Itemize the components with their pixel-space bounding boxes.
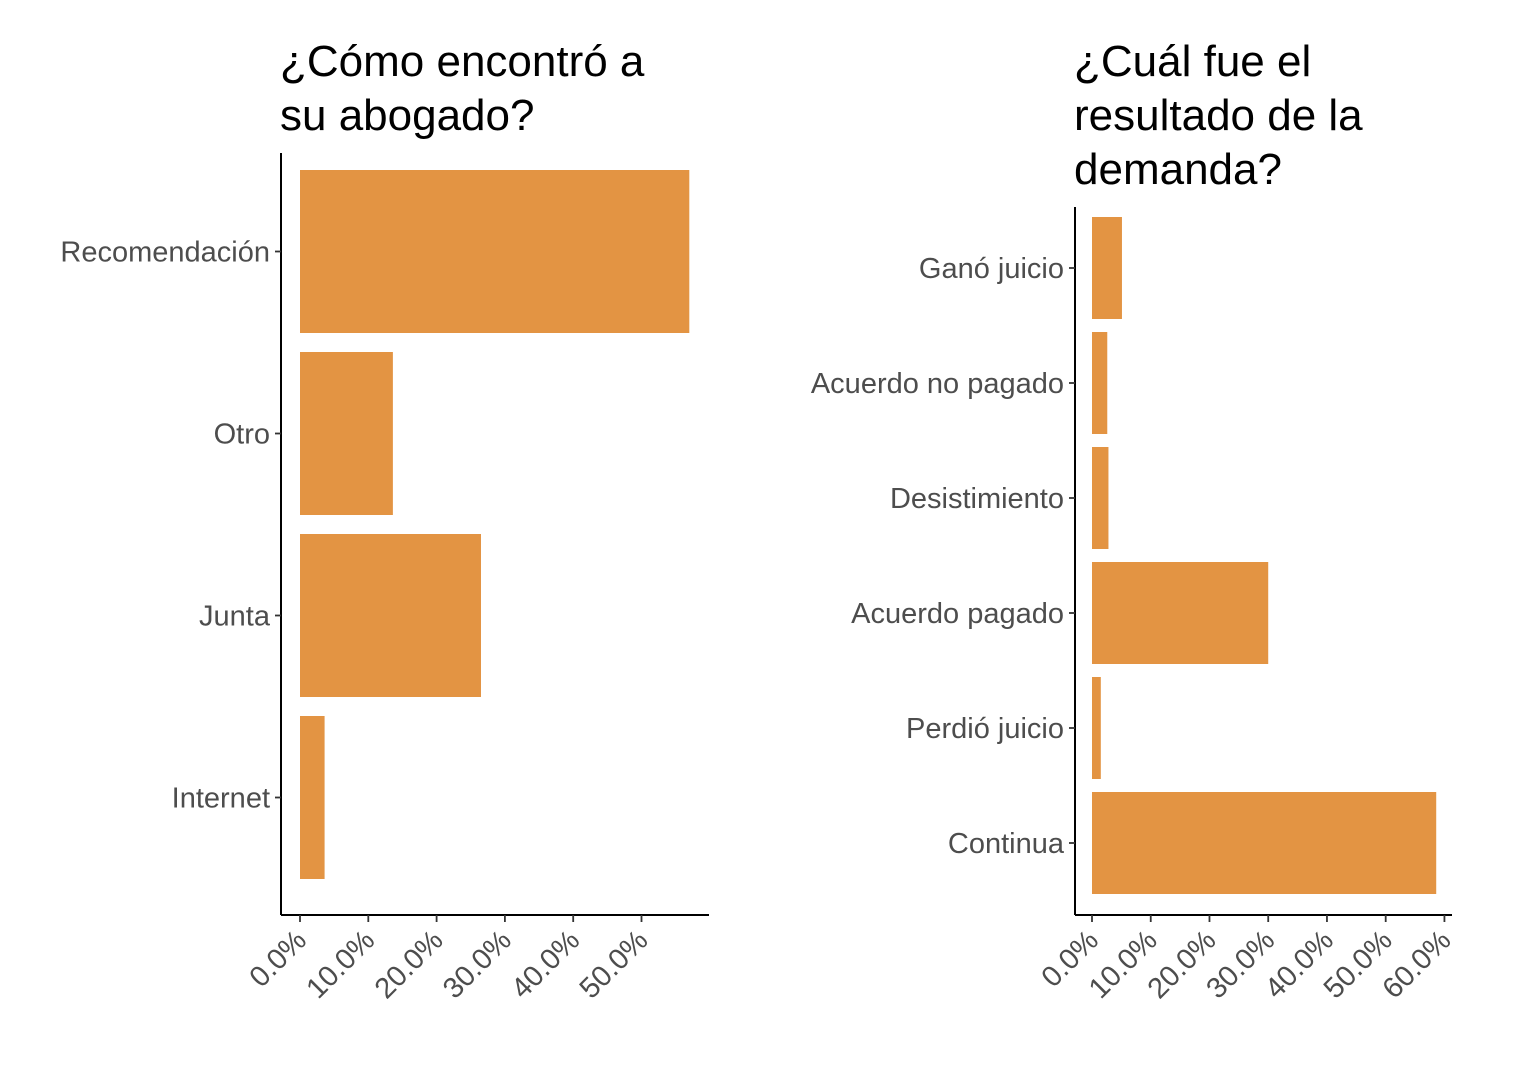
- chart-title-line: resultado de la: [1074, 91, 1363, 140]
- chart-panel-lawyer-source: ¿Cómo encontró a su abogado? Recomendación…: [60, 37, 709, 1005]
- bar: [300, 716, 325, 879]
- bar: [1092, 447, 1109, 549]
- bar: [1092, 332, 1108, 434]
- bar: [300, 534, 481, 697]
- category-label: Otro: [214, 419, 270, 451]
- category-label: Acuerdo pagado: [851, 598, 1064, 630]
- chart-title-line: su abogado?: [280, 91, 534, 140]
- bar: [1092, 217, 1122, 319]
- x-tick-label: 30.0%: [437, 924, 518, 1005]
- chart-title-line: ¿Cómo encontró a: [280, 37, 645, 86]
- category-label: Internet: [172, 783, 270, 815]
- bar: [1092, 677, 1101, 779]
- chart-panel-lawsuit-outcome: ¿Cuál fue el resultado de la demanda? Ganó …: [811, 37, 1458, 1005]
- chart-title-line: ¿Cuál fue el: [1074, 37, 1311, 86]
- x-tick-label: 50.0%: [574, 924, 655, 1005]
- category-label: Acuerdo no pagado: [811, 368, 1064, 400]
- x-tick-label: 20.0%: [369, 924, 450, 1005]
- x-tick-label: 60.0%: [1377, 924, 1458, 1005]
- bar: [1092, 562, 1269, 664]
- x-tick-label: 40.0%: [505, 924, 586, 1005]
- category-label: Ganó juicio: [919, 253, 1064, 285]
- x-tick-label: 10.0%: [300, 924, 381, 1005]
- bar: [300, 170, 690, 333]
- category-label: Perdió juicio: [906, 713, 1064, 745]
- category-label: Recomendación: [60, 237, 270, 269]
- chart-title-line: demanda?: [1074, 145, 1282, 194]
- bar: [1092, 792, 1437, 894]
- category-label: Desistimiento: [890, 483, 1064, 515]
- category-label: Junta: [199, 601, 271, 633]
- bar: [300, 352, 393, 515]
- category-label: Continua: [948, 828, 1065, 860]
